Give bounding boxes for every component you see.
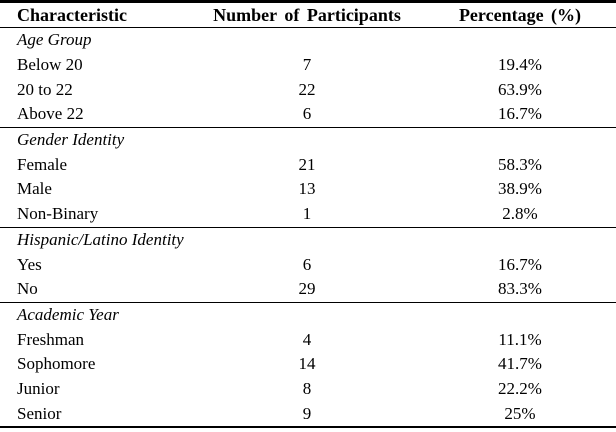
cell-count: 9	[302, 403, 312, 423]
cell-characteristic: Female	[17, 154, 68, 174]
section-row: Academic Year	[0, 302, 616, 327]
section-row: Age Group	[0, 27, 616, 53]
section-label: Gender Identity	[17, 130, 125, 150]
column-header-participants: Number of Participants	[213, 4, 401, 25]
column-header-characteristic: Characteristic	[17, 4, 127, 25]
cell-count: 6	[302, 104, 312, 124]
header-row: Characteristic Number of Participants Pe…	[0, 2, 616, 28]
table-row: Female 21 58.3%	[0, 152, 616, 177]
cell-percentage: 2.8%	[502, 204, 538, 224]
cell-percentage: 38.9%	[498, 179, 542, 199]
cell-percentage: 41.7%	[498, 354, 542, 374]
cell-percentage: 22.2%	[498, 378, 542, 398]
cell-count: 7	[302, 55, 312, 75]
cell-count: 13	[298, 179, 316, 199]
cell-percentage: 19.4%	[498, 55, 542, 75]
cell-count: 21	[298, 154, 316, 174]
cell-percentage: 83.3%	[498, 279, 542, 299]
cell-characteristic: 20 to 22	[17, 79, 73, 99]
cell-percentage: 58.3%	[498, 154, 542, 174]
table-row: Senior 9 25%	[0, 401, 616, 427]
cell-characteristic: Non-Binary	[17, 204, 99, 224]
table-row: No 29 83.3%	[0, 277, 616, 302]
table-body: Age Group Below 20 7 19.4% 20 to 22 22 63.9% Ab…	[0, 27, 616, 428]
cell-characteristic: Senior	[17, 403, 62, 423]
cell-characteristic: Below 20	[17, 55, 83, 75]
cell-percentage: 16.7%	[498, 254, 542, 274]
cell-characteristic: Freshman	[17, 329, 85, 349]
section-label: Age Group	[17, 30, 92, 50]
cell-percentage: 25%	[504, 403, 536, 423]
cell-count: 6	[302, 254, 312, 274]
cell-characteristic: Yes	[17, 254, 42, 274]
section-row: Gender Identity	[0, 127, 616, 152]
table-row: Sophomore 14 41.7%	[0, 352, 616, 377]
cell-count: 4	[302, 329, 312, 349]
cell-characteristic: Sophomore	[17, 354, 96, 374]
section-label: Academic Year	[17, 304, 119, 324]
table-row: Freshman 4 11.1%	[0, 327, 616, 352]
section-label: Hispanic/Latino Identity	[17, 229, 184, 249]
cell-characteristic: Junior	[17, 378, 60, 398]
cell-characteristic: Male	[17, 179, 52, 199]
table-row: 20 to 22 22 63.9%	[0, 77, 616, 102]
table-row: Male 13 38.9%	[0, 177, 616, 202]
cell-count: 22	[298, 79, 316, 99]
cell-count: 1	[302, 204, 312, 224]
table-header: Characteristic Number of Participants Pe…	[0, 2, 616, 28]
cell-characteristic: No	[17, 279, 38, 299]
cell-count: 14	[298, 354, 316, 374]
cell-percentage: 11.1%	[498, 329, 542, 349]
table-row: Yes 6 16.7%	[0, 252, 616, 277]
cell-characteristic: Above 22	[17, 104, 84, 124]
cell-count: 29	[298, 279, 316, 299]
table-row: Non-Binary 1 2.8%	[0, 202, 616, 227]
cell-percentage: 16.7%	[498, 104, 542, 124]
table-row: Above 22 6 16.7%	[0, 102, 616, 127]
cell-count: 8	[302, 378, 312, 398]
section-row: Hispanic/Latino Identity	[0, 227, 616, 252]
column-header-percentage: Percentage (%)	[458, 4, 582, 25]
cell-percentage: 63.9%	[498, 79, 542, 99]
table-row: Below 20 7 19.4%	[0, 53, 616, 78]
table-row: Junior 8 22.2%	[0, 377, 616, 402]
